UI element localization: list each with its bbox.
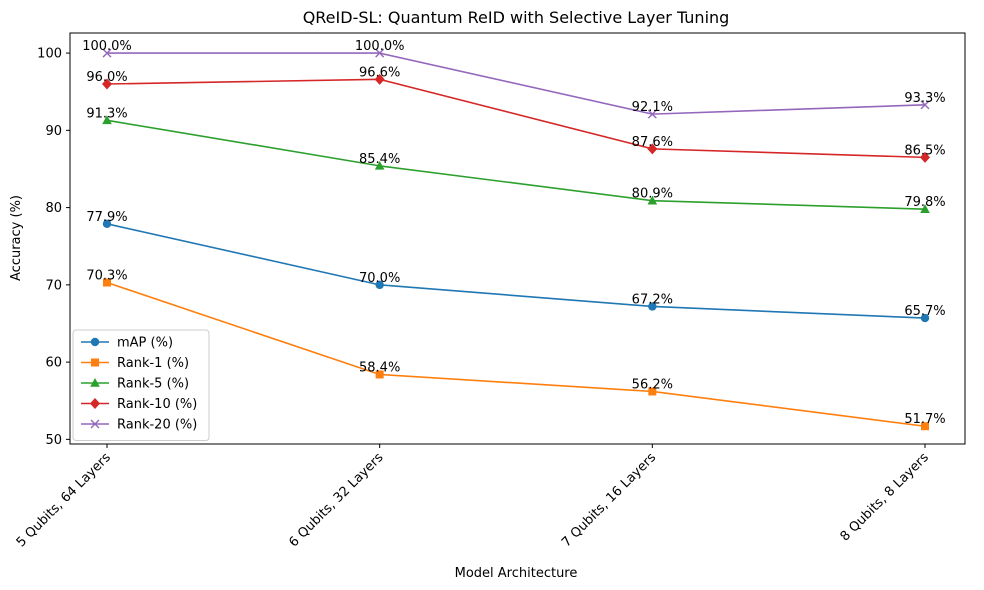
series-rank-10: 96.0% 96.6% 87.6% 86.5% xyxy=(86,65,946,163)
data-point xyxy=(102,219,112,229)
series-line xyxy=(106,281,926,428)
data-label: 92.1% xyxy=(632,100,673,115)
series-rank-1: 70.3% 58.4% 56.2% 51.7% xyxy=(86,269,946,431)
data-point xyxy=(648,302,657,311)
data-point xyxy=(102,115,112,125)
data-label: 96.0% xyxy=(86,70,127,85)
series-rank-20: 100.0% 100.0% 92.1% 93.3% xyxy=(82,39,946,119)
legend-label: mAP (%) xyxy=(117,336,173,351)
legend-label: Rank-10 (%) xyxy=(117,397,197,412)
legend-item: Rank-1 (%) xyxy=(81,356,189,371)
legend-label: Rank-1 (%) xyxy=(117,356,189,371)
y-axis-label: Accuracy (%) xyxy=(9,195,24,281)
data-label: 91.3% xyxy=(86,106,127,121)
data-label: 56.2% xyxy=(632,377,673,392)
x-tick-label: 7 Qubits, 16 Layers xyxy=(559,450,659,550)
data-point xyxy=(375,280,384,290)
y-tick-label: 60 xyxy=(45,356,62,371)
data-label: 65.7% xyxy=(904,304,945,319)
data-label: 70.3% xyxy=(86,269,127,284)
data-label: 80.9% xyxy=(632,187,673,202)
y-tick-label: 100 xyxy=(37,47,62,62)
legend: mAP (%) Rank-1 (%) Rank-5 (%) Rank-10 (%) Ra… xyxy=(72,329,210,441)
data-point xyxy=(90,378,100,387)
chart-title: QReID-SL: Quantum ReID with Selective La… xyxy=(303,8,730,27)
data-label: 79.8% xyxy=(904,195,945,210)
data-point xyxy=(920,204,930,213)
y-tick-label: 50 xyxy=(45,433,62,448)
data-point xyxy=(90,337,100,347)
data-point xyxy=(375,48,385,58)
series-rank-5: 91.3% 85.4% 80.9% 79.8% xyxy=(86,106,946,213)
data-label: 85.4% xyxy=(359,152,400,167)
data-point xyxy=(920,151,930,163)
data-point xyxy=(920,100,930,110)
legend-item: Rank-20 (%) xyxy=(81,418,197,433)
data-point xyxy=(920,313,930,323)
data-point xyxy=(374,73,385,85)
x-tick-label: 6 Qubits, 32 Layers xyxy=(286,450,386,550)
data-label: 87.6% xyxy=(632,135,673,150)
data-label: 93.3% xyxy=(904,91,945,106)
legend-label: Rank-20 (%) xyxy=(117,418,197,433)
legend-label: Rank-5 (%) xyxy=(117,377,189,392)
data-point xyxy=(102,78,112,90)
series-line xyxy=(106,119,926,210)
series-map: 77.9% 70.0% 67.2% 65.7% xyxy=(86,210,946,323)
data-point xyxy=(102,48,112,58)
data-point xyxy=(374,160,385,170)
x-axis-label: Model Architecture xyxy=(455,566,578,581)
data-label: 100.0% xyxy=(355,39,405,54)
data-label: 70.0% xyxy=(359,271,400,286)
data-point xyxy=(647,109,657,119)
data-point xyxy=(90,398,100,409)
data-point xyxy=(103,278,111,287)
data-label: 86.5% xyxy=(904,143,945,158)
y-tick-label: 90 xyxy=(45,124,62,139)
data-label: 51.7% xyxy=(904,412,945,427)
plot-frame xyxy=(69,32,966,445)
data-label: 96.6% xyxy=(359,65,400,80)
data-point xyxy=(647,195,658,205)
data-point xyxy=(375,370,384,379)
data-point xyxy=(647,143,658,155)
legend-item: Rank-5 (%) xyxy=(81,377,189,392)
y-tick-label: 70 xyxy=(45,278,62,293)
x-tick-label: 5 Qubits, 64 Layers xyxy=(14,450,114,550)
series-line xyxy=(106,78,926,159)
data-point xyxy=(921,422,929,431)
series-line xyxy=(107,52,926,115)
data-label: 67.2% xyxy=(632,292,673,307)
y-tick-label: 80 xyxy=(45,201,62,216)
data-label: 100.0% xyxy=(82,39,132,54)
data-label: 77.9% xyxy=(86,210,127,225)
data-point xyxy=(91,358,99,367)
x-tick-label: 8 Qubits, 8 Layers xyxy=(838,450,932,544)
legend-item: mAP (%) xyxy=(81,336,173,351)
series-line xyxy=(106,223,926,319)
data-label: 58.4% xyxy=(359,360,400,375)
data-point xyxy=(90,419,100,429)
legend-item: Rank-10 (%) xyxy=(81,397,197,412)
legend-box xyxy=(72,329,210,441)
data-point xyxy=(648,387,657,396)
